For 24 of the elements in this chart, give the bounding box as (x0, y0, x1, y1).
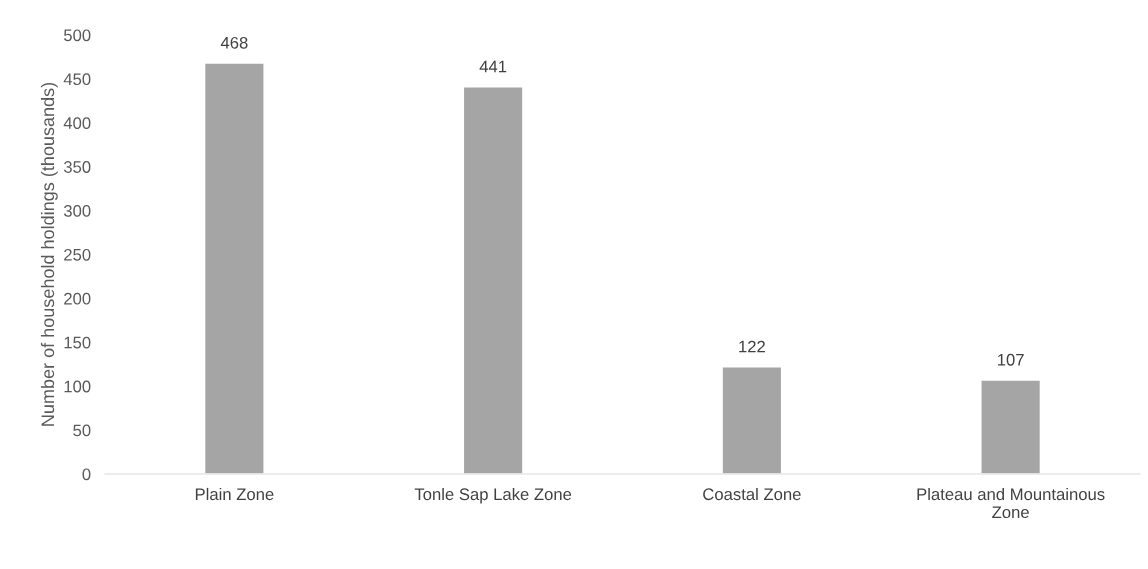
y-tick-label: 250 (64, 248, 91, 261)
y-tick-label: 150 (64, 336, 91, 349)
y-tick-label: 200 (64, 292, 91, 305)
data-label: 122 (739, 340, 765, 353)
x-tick-label: Tonle Sap Lake Zone (414, 487, 572, 504)
data-label: 441 (479, 60, 507, 73)
y-tick-label: 0 (82, 468, 91, 481)
x-tick-label: Plateau and Mountainous Zone (917, 487, 1105, 519)
y-tick-label: 400 (63, 117, 91, 129)
y-axis-title: Number of household holdings (thousands) (40, 82, 58, 426)
bar (203, 62, 265, 474)
bar (462, 86, 524, 474)
data-label: 107 (997, 353, 1024, 366)
x-tick-label: Plain Zone (195, 487, 274, 501)
y-tick-label: 50 (73, 424, 91, 437)
data-label: 468 (220, 36, 248, 49)
y-tick-label: 350 (63, 161, 91, 173)
bar (721, 366, 783, 474)
y-tick-label: 450 (63, 73, 91, 86)
y-tick-label: 100 (64, 380, 91, 393)
x-tick-label: Coastal Zone (703, 487, 801, 501)
y-tick-label: 300 (63, 205, 91, 217)
bar (980, 379, 1042, 474)
y-tick-label: 500 (63, 29, 91, 42)
